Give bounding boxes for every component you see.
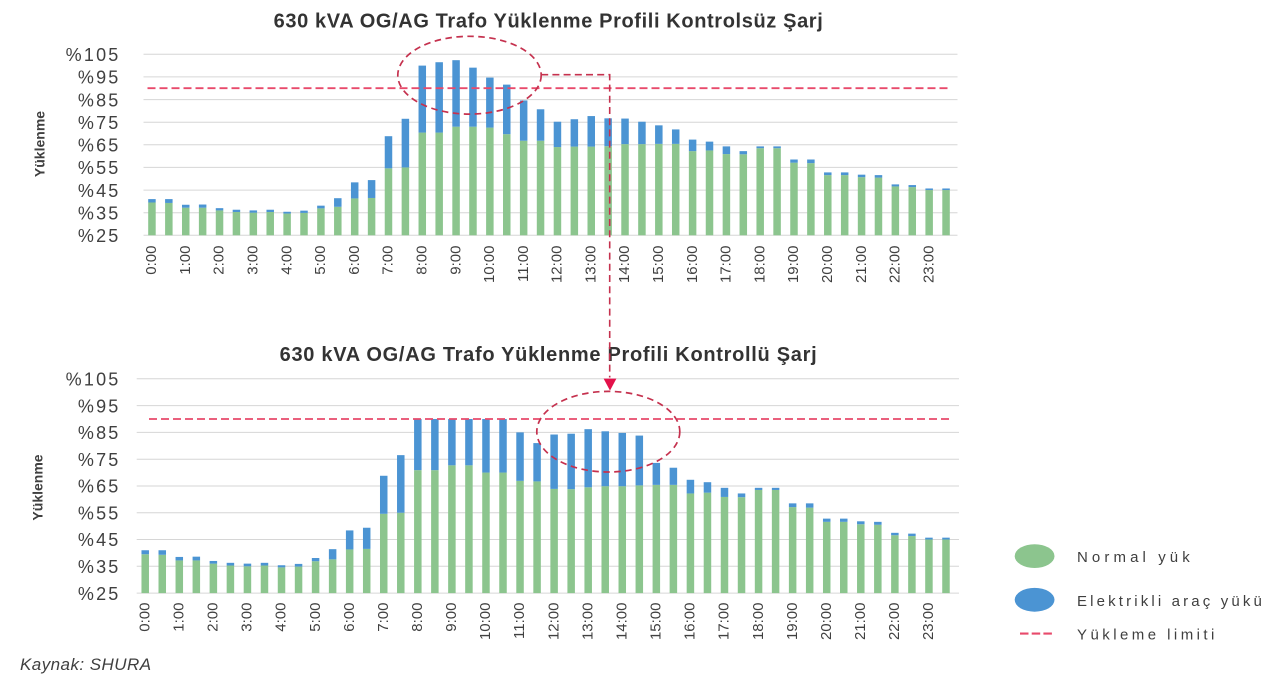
svg-text:7:00: 7:00 <box>375 603 392 632</box>
svg-text:23:00: 23:00 <box>920 246 937 284</box>
svg-text:Kaynak: SHURA: Kaynak: SHURA <box>20 655 152 674</box>
svg-text:10:00: 10:00 <box>481 246 498 284</box>
svg-text:630 kVA OG/AG Trafo Yüklenme P: 630 kVA OG/AG Trafo Yüklenme Profili Kon… <box>280 344 818 366</box>
svg-text:Yüklenme: Yüklenme <box>29 454 45 520</box>
svg-text:%25: %25 <box>78 226 121 246</box>
svg-text:23:00: 23:00 <box>920 603 937 641</box>
svg-text:Elektrikli araç yükü: Elektrikli araç yükü <box>1077 593 1265 610</box>
svg-text:21:00: 21:00 <box>853 246 870 284</box>
svg-text:2:00: 2:00 <box>205 603 222 632</box>
svg-text:1:00: 1:00 <box>170 603 187 632</box>
svg-text:8:00: 8:00 <box>413 246 430 275</box>
svg-text:18:00: 18:00 <box>751 246 768 284</box>
svg-text:9:00: 9:00 <box>447 246 464 275</box>
svg-text:10:00: 10:00 <box>477 603 494 641</box>
svg-text:8:00: 8:00 <box>409 603 426 632</box>
svg-text:5:00: 5:00 <box>312 246 329 275</box>
svg-text:7:00: 7:00 <box>380 246 397 275</box>
svg-text:630 kVA OG/AG Trafo Yüklenme P: 630 kVA OG/AG Trafo Yüklenme Profili Kon… <box>274 11 824 33</box>
svg-text:2:00: 2:00 <box>211 246 228 275</box>
svg-text:Yüklenme: Yüklenme <box>32 111 48 177</box>
svg-text:11:00: 11:00 <box>515 246 532 282</box>
svg-text:19:00: 19:00 <box>785 246 802 284</box>
svg-text:3:00: 3:00 <box>245 246 262 275</box>
svg-text:0:00: 0:00 <box>136 603 153 632</box>
svg-text:20:00: 20:00 <box>819 246 836 284</box>
svg-text:17:00: 17:00 <box>718 246 735 284</box>
svg-text:%55: %55 <box>78 503 121 523</box>
svg-text:15:00: 15:00 <box>650 246 667 284</box>
svg-text:Yükleme limiti: Yükleme limiti <box>1077 627 1218 644</box>
svg-text:5:00: 5:00 <box>307 603 324 632</box>
svg-text:%75: %75 <box>78 450 121 470</box>
svg-text:22:00: 22:00 <box>887 246 904 284</box>
svg-text:13:00: 13:00 <box>579 603 596 641</box>
svg-text:1:00: 1:00 <box>177 246 194 275</box>
svg-text:15:00: 15:00 <box>648 603 665 641</box>
svg-text:%35: %35 <box>78 557 121 577</box>
svg-text:%95: %95 <box>78 396 121 416</box>
svg-text:%105: %105 <box>66 45 121 65</box>
svg-text:%105: %105 <box>66 370 121 390</box>
svg-text:0:00: 0:00 <box>143 246 160 275</box>
svg-text:22:00: 22:00 <box>886 603 903 641</box>
svg-text:Normal yük: Normal yük <box>1077 549 1194 566</box>
svg-text:16:00: 16:00 <box>682 603 699 641</box>
svg-text:%65: %65 <box>78 136 121 156</box>
svg-text:18:00: 18:00 <box>750 603 767 641</box>
svg-text:17:00: 17:00 <box>716 603 733 641</box>
svg-text:16:00: 16:00 <box>684 246 701 284</box>
svg-text:6:00: 6:00 <box>346 246 363 275</box>
svg-text:%85: %85 <box>78 90 121 110</box>
svg-text:%45: %45 <box>78 530 121 550</box>
svg-text:11:00: 11:00 <box>511 603 528 639</box>
svg-text:4:00: 4:00 <box>278 246 295 275</box>
svg-text:%65: %65 <box>78 477 121 497</box>
svg-text:%75: %75 <box>78 113 121 133</box>
svg-text:%45: %45 <box>78 181 121 201</box>
svg-text:%55: %55 <box>78 158 121 178</box>
svg-text:21:00: 21:00 <box>852 603 869 641</box>
svg-text:%85: %85 <box>78 423 121 443</box>
svg-text:13:00: 13:00 <box>582 246 599 284</box>
svg-text:14:00: 14:00 <box>613 603 630 641</box>
svg-text:%35: %35 <box>78 203 121 223</box>
svg-text:12:00: 12:00 <box>549 246 566 284</box>
svg-text:6:00: 6:00 <box>341 603 358 632</box>
svg-text:9:00: 9:00 <box>443 603 460 632</box>
svg-text:%25: %25 <box>78 584 121 604</box>
svg-text:4:00: 4:00 <box>273 603 290 632</box>
svg-text:20:00: 20:00 <box>818 603 835 641</box>
svg-text:3:00: 3:00 <box>239 603 256 632</box>
svg-text:12:00: 12:00 <box>545 603 562 641</box>
svg-text:19:00: 19:00 <box>784 603 801 641</box>
svg-text:%95: %95 <box>78 68 121 88</box>
svg-text:14:00: 14:00 <box>616 246 633 284</box>
